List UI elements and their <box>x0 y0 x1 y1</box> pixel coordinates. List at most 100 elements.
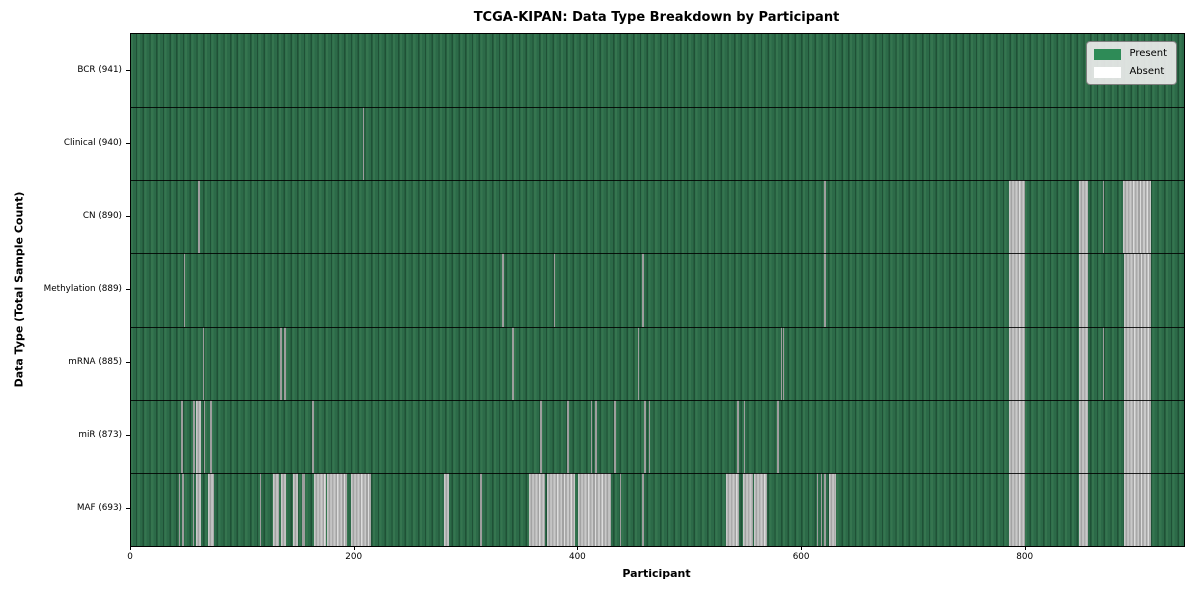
absent-stripe-miR <box>595 399 598 473</box>
y-tick-mark <box>126 142 130 144</box>
absent-stripe-MAF <box>259 472 261 546</box>
row-separator <box>131 107 1184 109</box>
absent-stripe-MAF <box>351 472 372 546</box>
absent-stripe-Methylation <box>1124 253 1151 327</box>
absent-stripe-miR <box>614 399 616 473</box>
absent-stripe-MAF <box>1079 472 1089 546</box>
absent-stripe-Methylation <box>1079 253 1089 327</box>
absent-stripe-MAF <box>302 472 306 546</box>
absent-stripe-MAF <box>753 472 768 546</box>
absent-stripe-CN <box>1079 180 1089 254</box>
absent-stripe-Methylation <box>183 253 185 327</box>
absent-stripe-miR <box>312 399 314 473</box>
y-tick-label-CN: CN (890) <box>82 210 122 221</box>
absent-stripe-MAF <box>824 472 826 546</box>
absent-stripe-miR <box>644 399 646 473</box>
y-tick-label-BCR: BCR (941) <box>77 64 122 75</box>
absent-stripe-miR <box>195 399 202 473</box>
absent-stripe-MAF <box>742 472 753 546</box>
absent-stripe-MAF <box>195 472 202 546</box>
absent-stripe-MAF <box>179 472 181 546</box>
absent-stripe-MAF <box>547 472 575 546</box>
x-tick-mark <box>801 546 803 550</box>
y-tick-mark <box>126 215 130 217</box>
absent-stripe-miR <box>648 399 651 473</box>
absent-stripe-MAF <box>619 472 622 546</box>
absent-stripe-miR <box>210 399 212 473</box>
x-tick-mark <box>353 546 355 550</box>
absent-stripe-mRNA <box>284 326 287 400</box>
absent-stripe-miR <box>737 399 739 473</box>
absent-stripe-mRNA <box>783 326 785 400</box>
legend-entry-absent: Absent <box>1094 66 1167 78</box>
row-separator <box>131 326 1184 328</box>
absent-stripe-mRNA <box>1079 326 1089 400</box>
absent-stripe-MAF <box>726 472 740 546</box>
absent-stripe-miR <box>743 399 746 473</box>
absent-stripe-mRNA <box>1102 326 1105 400</box>
absent-stripe-miR <box>1008 399 1025 473</box>
absent-stripe-mRNA <box>780 326 783 400</box>
x-tick-label: 400 <box>568 552 586 562</box>
absent-stripe-MAF <box>816 472 818 546</box>
x-tick-label: 800 <box>1016 552 1034 562</box>
absent-stripe-Methylation <box>502 253 504 327</box>
y-tick-label-miR: miR (873) <box>78 430 122 441</box>
x-axis-label: Participant <box>622 567 691 580</box>
absent-stripe-CN <box>1102 180 1105 254</box>
absent-stripe-miR <box>181 399 183 473</box>
row-separator <box>131 472 1184 474</box>
absent-stripe-MAF <box>479 472 483 546</box>
absent-stripe-miR <box>1079 399 1089 473</box>
absent-stripe-Methylation <box>553 253 556 327</box>
absent-stripe-MAF <box>208 472 214 546</box>
absent-stripe-CN <box>824 180 826 254</box>
absent-stripe-miR <box>777 399 779 473</box>
y-tick-mark <box>126 435 130 437</box>
absent-stripe-miR <box>192 399 195 473</box>
chart-title: TCGA-KIPAN: Data Type Breakdown by Parti… <box>473 10 840 25</box>
row-separator <box>131 399 1184 401</box>
absent-stripe-MAF <box>182 472 184 546</box>
legend-entry-present: Present <box>1094 48 1167 60</box>
absent-stripe-MAF <box>444 472 449 546</box>
absent-stripe-MAF <box>578 472 611 546</box>
y-tick-mark <box>126 362 130 364</box>
absent-stripe-MAF <box>529 472 545 546</box>
absent-stripe-MAF <box>273 472 279 546</box>
absent-stripe-mRNA <box>202 326 204 400</box>
x-tick-label: 600 <box>792 552 810 562</box>
absent-stripe-miR <box>540 399 542 473</box>
absent-stripe-CN <box>198 180 200 254</box>
x-tick-mark <box>1024 546 1026 550</box>
x-tick-mark <box>130 546 131 550</box>
x-tick-label: 200 <box>345 552 363 562</box>
x-tick-mark <box>577 546 579 550</box>
absent-stripe-MAF <box>326 472 347 546</box>
y-tick-mark <box>126 69 130 71</box>
y-tick-mark <box>126 289 130 290</box>
x-tick-label: 0 <box>127 552 133 562</box>
legend-swatch-present <box>1094 48 1122 60</box>
y-tick-label-Methylation: Methylation (889) <box>43 284 122 294</box>
absent-stripe-miR <box>590 399 593 473</box>
absent-stripe-mRNA <box>279 326 282 400</box>
y-tick-label-mRNA: mRNA (885) <box>68 357 122 368</box>
heatmap-plot-area: Present Absent <box>130 33 1185 547</box>
absent-stripe-MAF <box>192 472 194 546</box>
absent-stripe-MAF <box>1124 472 1151 546</box>
absent-stripe-Methylation <box>642 253 644 327</box>
legend-label-present: Present <box>1129 48 1167 59</box>
y-tick-label-Clinical: Clinical (940) <box>63 137 122 148</box>
absent-stripe-MAF <box>293 472 298 546</box>
absent-stripe-MAF <box>828 472 836 546</box>
absent-stripe-Methylation <box>1008 253 1025 327</box>
absent-stripe-miR <box>567 399 569 473</box>
absent-stripe-MAF <box>1008 472 1025 546</box>
absent-stripe-miR <box>1124 399 1151 473</box>
absent-stripe-MAF <box>314 472 326 546</box>
absent-stripe-MAF <box>821 472 823 546</box>
legend-swatch-absent <box>1094 66 1122 78</box>
absent-stripe-mRNA <box>1124 326 1151 400</box>
